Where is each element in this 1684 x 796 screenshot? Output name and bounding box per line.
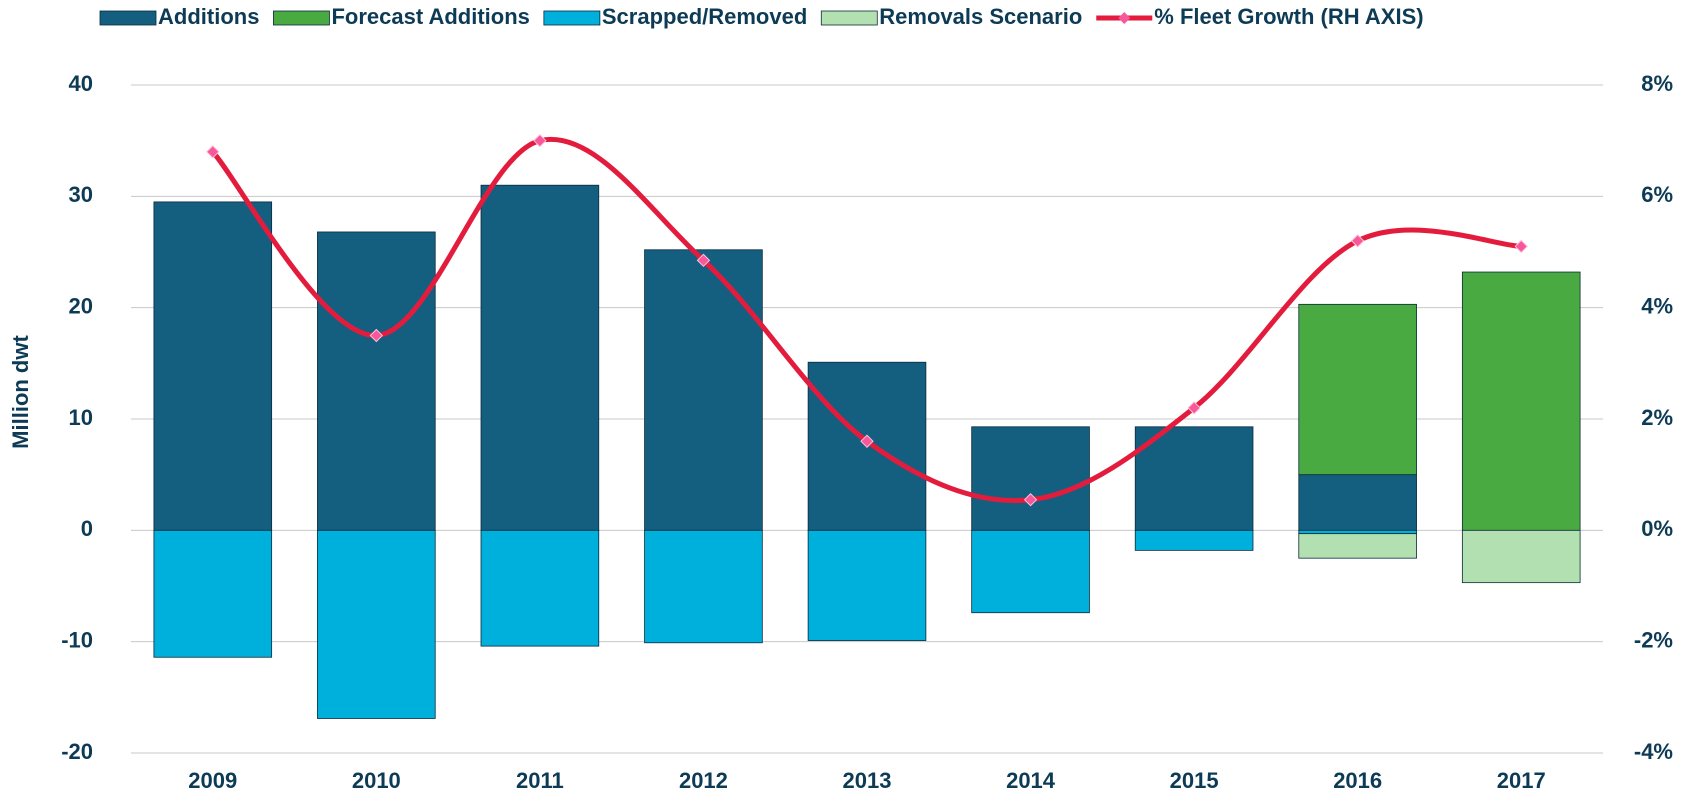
bar [971,426,1090,531]
bar [480,184,600,531]
bar [1298,303,1417,476]
bar [1134,426,1254,531]
x-tick-label: 2010 [352,768,401,793]
marker [369,328,384,343]
marker [696,253,711,268]
y2-tick-label: 8% [1641,71,1673,96]
x-tick-label: 2017 [1497,768,1546,793]
bar [1134,529,1254,551]
y-tick-label: 20 [69,293,93,318]
legend-swatch [273,10,330,26]
x-tick-label: 2015 [1170,768,1219,793]
bar [1461,271,1581,531]
bar [1461,529,1581,584]
y2-tick-label: 4% [1641,293,1673,318]
bar [480,529,600,647]
x-tick-label: 2012 [679,768,728,793]
y2-tick-label: 2% [1641,405,1673,430]
bar [153,201,273,531]
bar [153,529,273,658]
y2-tick-label: -2% [1634,627,1673,652]
y2-tick-label: -4% [1634,739,1673,764]
marker [860,434,874,448]
legend-label: % Fleet Growth (RH AXIS) [1154,4,1423,29]
bar [317,529,436,719]
bar [1298,529,1417,535]
legend-label: Additions [158,4,259,29]
y-axis-label: Million dwt [8,335,33,449]
marker [1350,234,1365,248]
y2-tick-label: 6% [1641,182,1673,207]
bar [644,249,763,531]
legend-swatch [820,10,878,26]
bar [971,529,1090,614]
x-tick-label: 2009 [188,768,237,793]
bar [317,231,436,531]
bar [807,529,927,641]
y2-tick-label: 0% [1641,516,1673,541]
bar [1298,474,1417,531]
marker [206,145,220,159]
legend-swatch [1118,12,1131,24]
y-tick-label: 30 [69,182,93,207]
line [210,136,1522,503]
x-tick-label: 2013 [843,768,892,793]
marker [1023,493,1038,507]
legend-label: Scrapped/Removed [602,4,807,29]
legend-swatch [543,10,601,26]
legend-label: Removals Scenario [879,4,1082,29]
x-tick-label: 2016 [1333,768,1382,793]
y-tick-label: 0 [81,516,93,541]
x-tick-label: 2014 [1006,768,1056,793]
legend-label: Forecast Additions [331,4,529,29]
y-tick-label: 40 [69,71,93,96]
marker [1514,239,1528,254]
bar [1298,533,1417,559]
y-tick-label: -10 [61,627,93,652]
y-tick-label: 10 [69,405,93,430]
x-tick-label: 2011 [516,768,564,793]
y-tick-label: -20 [61,739,93,764]
legend-swatch [99,10,157,26]
marker [533,133,547,148]
bar [644,529,763,644]
marker [1187,401,1201,415]
